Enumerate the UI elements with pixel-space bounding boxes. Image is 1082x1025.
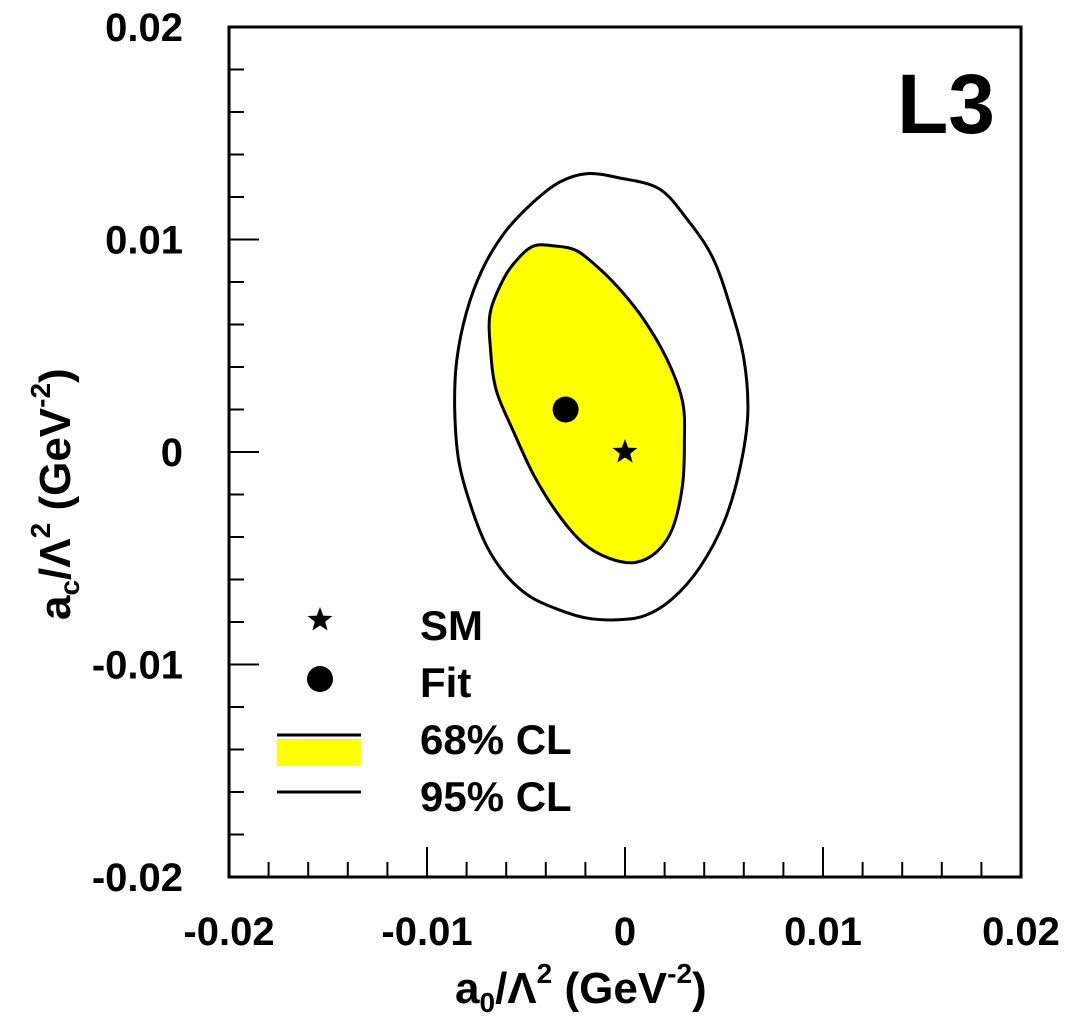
y-tick-label: 0.02 xyxy=(105,6,183,50)
legend-circle-symbol xyxy=(307,666,333,692)
y-tick-label: 0 xyxy=(161,431,183,475)
x-tick-label: -0.02 xyxy=(183,910,274,954)
legend-star-symbol xyxy=(307,607,333,631)
x-axis-title: a0/Λ2 (GeV-2) xyxy=(455,958,707,1018)
legend-68-filled-box xyxy=(277,739,361,766)
legend-label-68cl: 68% CL xyxy=(420,716,572,763)
experiment-label: L3 xyxy=(897,57,995,151)
contour-95-cl xyxy=(453,171,750,622)
legend-label-sm: SM xyxy=(420,602,483,649)
fit-point-marker xyxy=(552,396,579,423)
legend-label-fit: Fit xyxy=(420,659,471,706)
x-tick-label: -0.01 xyxy=(381,910,472,954)
legend-label-95cl: 95% CL xyxy=(420,773,572,820)
y-tick-label: 0.01 xyxy=(105,219,183,263)
y-axis-title: ac/Λ2 (GeV-2) xyxy=(25,368,85,620)
tick-label-layer: -0.02 -0.01 0 0.01 0.02 0.02 0.01 0 -0.01 -0.02 xyxy=(92,6,1060,954)
marker-layer xyxy=(552,396,638,463)
y-tick-label: -0.01 xyxy=(92,644,183,688)
legend: SM Fit 68% CL 95% CL xyxy=(277,602,572,820)
x-tick-label: 0.02 xyxy=(982,910,1060,954)
contour-68-cl xyxy=(487,243,687,565)
x-tick-label: 0 xyxy=(614,910,636,954)
y-tick-label: -0.02 xyxy=(92,856,183,900)
x-tick-label: 0.01 xyxy=(784,910,862,954)
contour-layer xyxy=(453,171,750,622)
tick-layer xyxy=(228,26,1022,878)
sm-star-marker xyxy=(612,439,638,463)
